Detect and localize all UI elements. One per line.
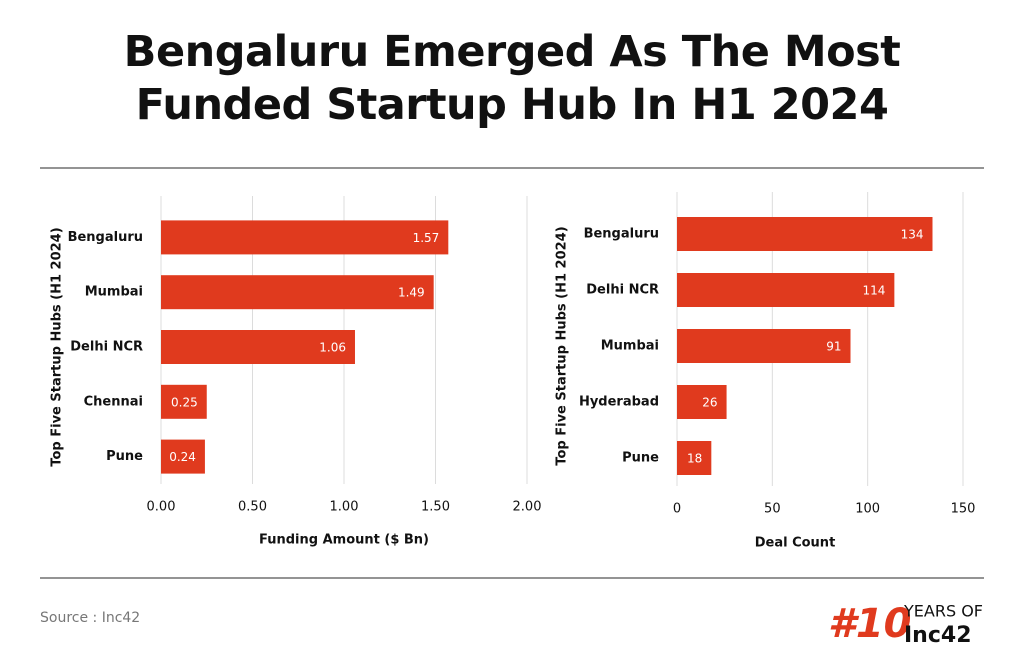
y-tick-label: Bengaluru [68, 230, 143, 245]
page-title: Bengaluru Emerged As The Most Funded Sta… [123, 27, 901, 130]
y-axis-title: Top Five Startup Hubs (H1 2024) [555, 226, 570, 465]
x-tick-label: 50 [764, 502, 781, 517]
y-tick-label: Hyderabad [579, 395, 659, 410]
y-tick-label: Delhi NCR [70, 340, 143, 355]
value-label: 134 [901, 228, 924, 242]
value-label: 1.57 [413, 231, 440, 245]
y-tick-label: Delhi NCR [586, 283, 659, 298]
logo-number: #10 [828, 601, 912, 647]
value-label: 1.49 [398, 286, 425, 300]
x-tick-label: 0.50 [238, 500, 267, 515]
source: Source : Inc42 [40, 610, 140, 626]
y-tick-label: Mumbai [85, 285, 143, 300]
bar [161, 275, 434, 310]
logo-brand: Inc42 [904, 623, 972, 648]
x-tick-label: 150 [951, 502, 976, 517]
y-tick-label: Chennai [84, 394, 143, 409]
value-label: 26 [702, 396, 717, 410]
bar [161, 330, 355, 364]
x-axis-title: Funding Amount ($ Bn) [259, 533, 429, 548]
y-tick-label: Pune [622, 451, 659, 466]
bar [677, 273, 895, 307]
x-tick-label: 2.00 [513, 500, 542, 515]
bar [677, 441, 712, 475]
bar [161, 220, 449, 255]
bar [677, 217, 933, 251]
x-axis-title: Deal Count [755, 536, 836, 551]
bar [677, 385, 727, 419]
bar [161, 439, 205, 474]
x-tick-label: 1.50 [421, 500, 450, 515]
value-label: 1.06 [319, 341, 346, 355]
value-label: 0.25 [171, 395, 198, 409]
value-label: 0.24 [169, 450, 196, 464]
value-label: 91 [826, 340, 841, 354]
x-tick-label: 0 [673, 502, 681, 517]
y-axis-title: Top Five Startup Hubs (H1 2024) [50, 227, 65, 466]
x-tick-label: 100 [855, 502, 880, 517]
y-tick-label: Mumbai [601, 339, 659, 354]
y-tick-label: Bengaluru [584, 227, 659, 242]
value-label: 18 [687, 452, 702, 466]
x-tick-label: 1.00 [330, 500, 359, 515]
value-label: 114 [862, 284, 885, 298]
x-tick-label: 0.00 [147, 500, 176, 515]
bar [677, 329, 851, 363]
y-tick-label: Pune [106, 449, 143, 464]
bar [161, 384, 207, 419]
logo-tagline: YEARS OF [903, 602, 983, 621]
